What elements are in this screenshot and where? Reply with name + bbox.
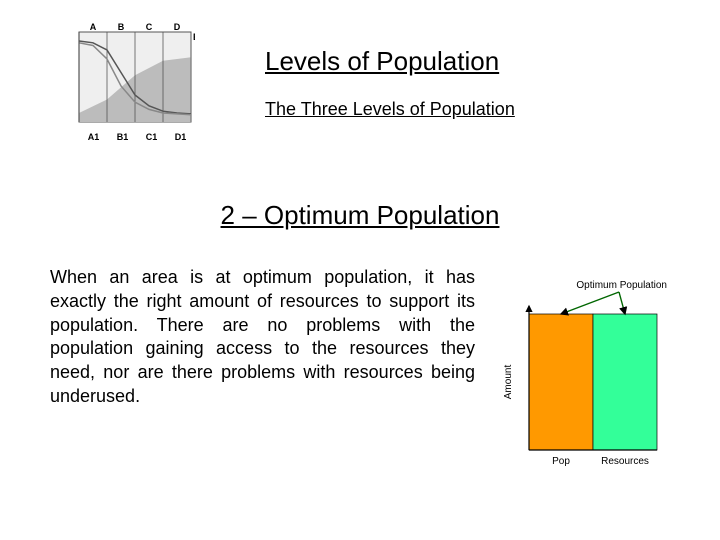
section-heading: 2 – Optimum Population [0, 200, 720, 231]
top-region: A B C D E? A1 B1 C1 D1 Levels of Population … [65, 20, 515, 142]
svg-text:A: A [90, 22, 97, 32]
svg-text:C: C [146, 22, 153, 32]
right-chart: Pop Resources Amount Optimum Population [495, 274, 690, 474]
mini-graph: A B C D E? A1 B1 C1 D1 [65, 20, 195, 142]
page-subtitle: The Three Levels of Population [265, 99, 515, 120]
mini-label-b1: B1 [108, 132, 137, 142]
page-title: Levels of Population [265, 46, 515, 77]
svg-text:Resources: Resources [601, 456, 649, 467]
header-block: Levels of Population The Three Levels of… [265, 20, 515, 120]
svg-text:B: B [118, 22, 125, 32]
right-chart-svg: Pop Resources Amount Optimum Population [495, 274, 690, 474]
svg-text:D: D [174, 22, 181, 32]
mini-graph-svg: A B C D E? [65, 20, 195, 130]
svg-text:Optimum Population: Optimum Population [576, 280, 667, 291]
svg-text:Pop: Pop [552, 456, 570, 467]
mini-label-b3: D1 [166, 132, 195, 142]
mini-label-b0: A1 [79, 132, 108, 142]
body-region: When an area is at optimum population, i… [50, 266, 690, 474]
mini-label-b2: C1 [137, 132, 166, 142]
svg-text:E?: E? [193, 32, 195, 42]
svg-text:Amount: Amount [503, 365, 514, 400]
mini-graph-bottom-labels: A1 B1 C1 D1 [65, 132, 195, 142]
body-text: When an area is at optimum population, i… [50, 266, 475, 474]
